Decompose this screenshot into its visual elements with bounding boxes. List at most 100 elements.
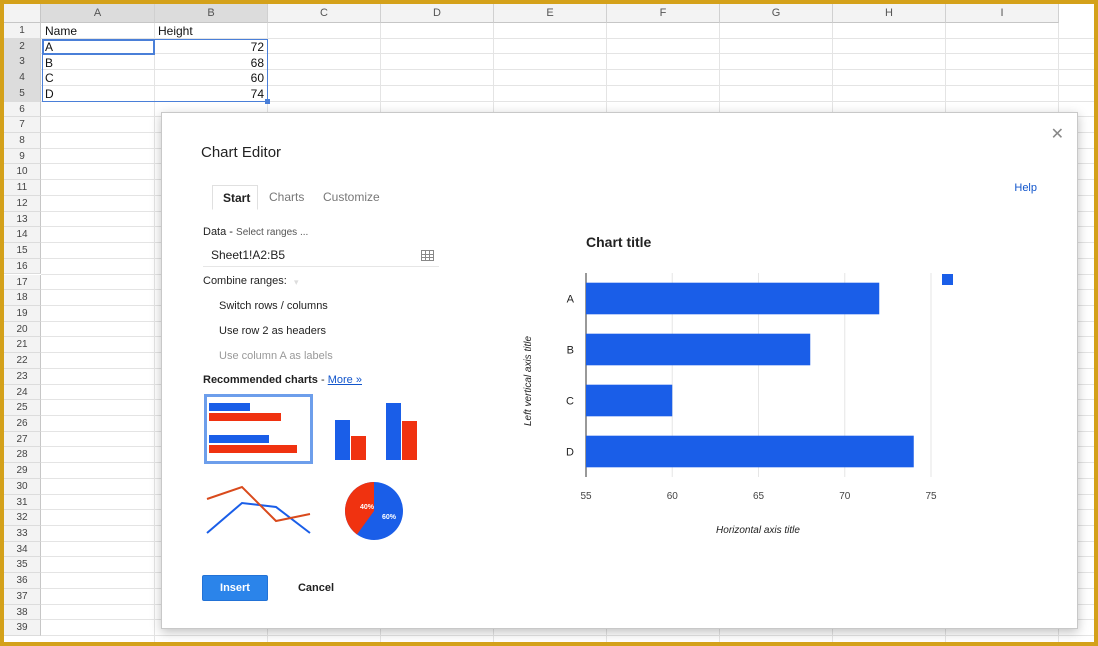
row-header-25[interactable]: 25 [4, 400, 41, 416]
x-tick-label: 65 [753, 491, 765, 502]
column-header-h[interactable]: H [833, 4, 946, 23]
x-tick-label: 60 [667, 491, 679, 502]
row-header-28[interactable]: 28 [4, 447, 41, 464]
more-charts-link[interactable]: More » [327, 374, 362, 386]
row-header-11[interactable]: 11 [4, 180, 41, 196]
row-header-38[interactable]: 38 [4, 604, 41, 621]
category-label: A [567, 294, 575, 306]
row-gridline [41, 635, 1094, 637]
category-label: D [566, 447, 574, 459]
row-gridline [41, 69, 1094, 71]
row-header-29[interactable]: 29 [4, 463, 41, 479]
row-header-24[interactable]: 24 [4, 384, 41, 401]
switch-rows-columns-option[interactable]: Switch rows / columns [219, 300, 328, 312]
thumb-stacked-column-chart[interactable] [386, 403, 422, 461]
fill-handle[interactable] [265, 99, 270, 104]
bar-c[interactable] [586, 384, 673, 417]
bar-d[interactable] [586, 435, 914, 468]
cell-b5[interactable]: 74 [250, 87, 264, 101]
cell-b4[interactable]: 60 [250, 71, 264, 85]
legend-swatch[interactable] [942, 274, 953, 285]
y-axis-title[interactable]: Left vertical axis title [523, 336, 534, 426]
thumb-column-chart[interactable] [334, 411, 370, 461]
row-header-31[interactable]: 31 [4, 494, 41, 511]
bar-a[interactable] [586, 282, 880, 315]
cell-a1[interactable]: Name [45, 24, 78, 38]
row-header-22[interactable]: 22 [4, 353, 41, 369]
row-header-27[interactable]: 27 [4, 431, 41, 448]
chart-preview[interactable]: Chart title A B C D 55 60 65 70 75 Horizontal a… [512, 233, 972, 543]
tab-customize[interactable]: Customize [323, 190, 380, 204]
row-header-18[interactable]: 18 [4, 290, 41, 306]
row-header-35[interactable]: 35 [4, 557, 41, 574]
pie-slice-red [345, 482, 374, 535]
data-range-input[interactable] [203, 243, 439, 267]
use-row-headers-option[interactable]: Use row 2 as headers [219, 325, 326, 337]
row-header-7[interactable]: 7 [4, 117, 41, 133]
row-header-36[interactable]: 36 [4, 573, 41, 589]
row-header-21[interactable]: 21 [4, 337, 41, 354]
select-range-grid-icon[interactable] [421, 250, 434, 261]
category-label: C [566, 396, 574, 408]
cell-b2[interactable]: 72 [250, 40, 264, 54]
column-header-d[interactable]: D [381, 4, 494, 23]
cell-b3[interactable]: 68 [250, 56, 264, 70]
column-header-e[interactable]: E [494, 4, 607, 23]
thumb-bar [209, 435, 269, 443]
row-header-9[interactable]: 9 [4, 148, 41, 165]
column-header-f[interactable]: F [607, 4, 720, 23]
chart-title[interactable]: Chart title [586, 234, 652, 250]
cancel-button[interactable]: Cancel [288, 575, 344, 601]
combine-ranges-select[interactable]: ▾ [294, 277, 299, 287]
row-header-34[interactable]: 34 [4, 541, 41, 558]
x-axis-title[interactable]: Horizontal axis title [716, 525, 800, 536]
tab-start[interactable]: Start [212, 185, 258, 210]
row-header-3[interactable]: 3 [4, 54, 41, 71]
thumb-line-chart[interactable] [204, 481, 314, 537]
row-header-4[interactable]: 4 [4, 70, 41, 86]
cell-b1[interactable]: Height [158, 24, 193, 38]
cell-a2[interactable]: A [45, 40, 54, 54]
row-header-17[interactable]: 17 [4, 274, 41, 291]
column-header-c[interactable]: C [268, 4, 381, 23]
insert-button[interactable]: Insert [202, 575, 268, 601]
row-header-39[interactable]: 39 [4, 620, 41, 637]
tab-charts[interactable]: Charts [269, 190, 305, 204]
thumb-horizontal-bar-chart[interactable] [204, 394, 313, 464]
row-header-10[interactable]: 10 [4, 164, 41, 181]
cell-a5[interactable]: D [45, 87, 54, 101]
help-link[interactable]: Help [1014, 182, 1037, 194]
select-all-corner[interactable] [4, 4, 41, 23]
row-header-26[interactable]: 26 [4, 416, 41, 432]
row-header-37[interactable]: 37 [4, 588, 41, 605]
thumb-pie-chart[interactable]: 40% 60% [343, 480, 405, 542]
column-header-i[interactable]: I [946, 4, 1059, 23]
cell-a3[interactable]: B [45, 56, 54, 70]
row-header-23[interactable]: 23 [4, 368, 41, 385]
row-header-13[interactable]: 13 [4, 211, 41, 228]
row-header-14[interactable]: 14 [4, 227, 41, 244]
row-header-19[interactable]: 19 [4, 305, 41, 322]
close-icon[interactable]: ✕ [1050, 126, 1064, 143]
row-header-1[interactable]: 1 [4, 23, 41, 39]
thumb-line-red [206, 485, 311, 523]
bar-b[interactable] [586, 333, 811, 366]
row-header-6[interactable]: 6 [4, 101, 41, 118]
row-header-12[interactable]: 12 [4, 195, 41, 212]
row-header-2[interactable]: 2 [4, 38, 41, 55]
row-header-20[interactable]: 20 [4, 321, 41, 338]
cell-a4[interactable]: C [45, 71, 54, 85]
row-header-33[interactable]: 33 [4, 526, 41, 542]
column-header-a[interactable]: A [41, 4, 155, 23]
thumb-bar [209, 445, 297, 453]
row-header-5[interactable]: 5 [4, 85, 41, 102]
row-header-8[interactable]: 8 [4, 133, 41, 149]
column-header-g[interactable]: G [720, 4, 833, 23]
row-header-30[interactable]: 30 [4, 478, 41, 495]
row-header-15[interactable]: 15 [4, 243, 41, 259]
row-gridline [41, 37, 1094, 39]
active-cell-outline [42, 39, 155, 55]
row-header-16[interactable]: 16 [4, 258, 41, 275]
column-header-b[interactable]: B [155, 4, 268, 23]
row-header-32[interactable]: 32 [4, 510, 41, 526]
